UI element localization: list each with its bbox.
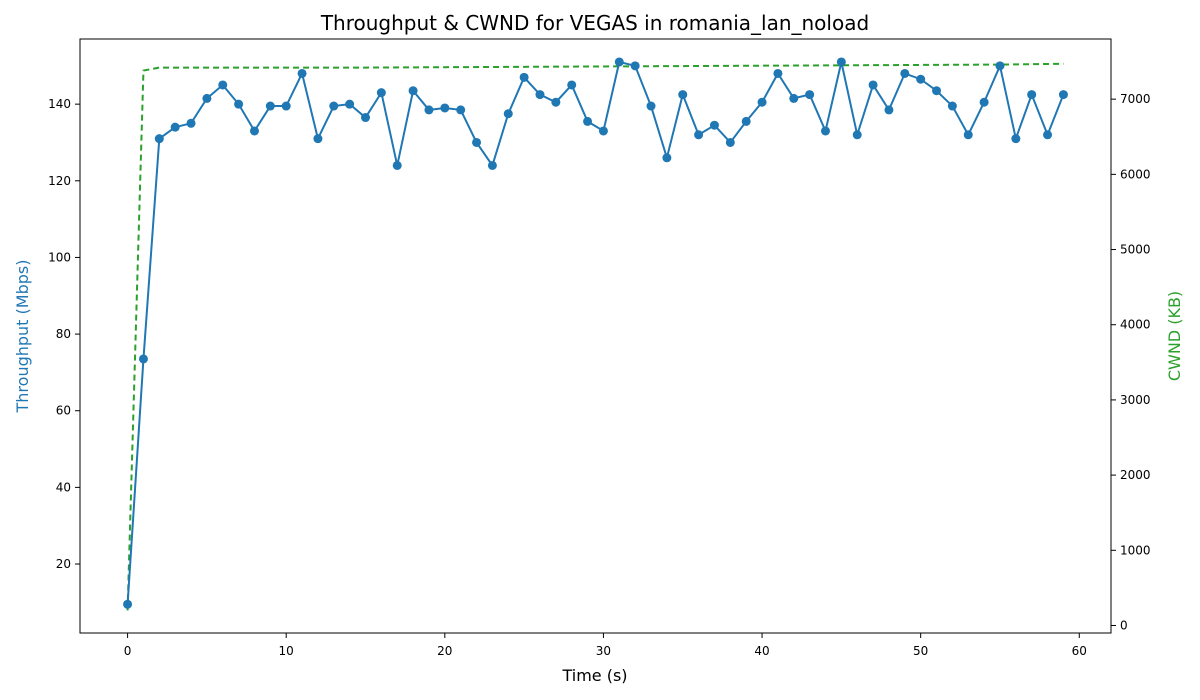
y-right-tick-label: 5000 <box>1120 243 1151 257</box>
throughput-point <box>551 97 561 107</box>
throughput-point <box>361 113 371 123</box>
throughput-point <box>519 72 529 82</box>
throughput-point <box>281 101 291 111</box>
throughput-point <box>249 126 259 136</box>
cwnd-series-layer <box>126 62 1064 611</box>
y-axis-right: 0 1000 2000 3000 4000 5000 6000 7000 <box>1111 92 1151 632</box>
y-right-tick-label: 1000 <box>1120 543 1151 557</box>
x-tick-label: 0 <box>124 644 132 658</box>
chart-title: Throughput & CWND for VEGAS in romania_l… <box>320 11 869 35</box>
x-tick-label: 40 <box>754 644 769 658</box>
throughput-point <box>567 80 577 90</box>
throughput-point <box>614 57 624 67</box>
throughput-point <box>345 99 355 109</box>
throughput-point <box>218 80 228 90</box>
throughput-point <box>392 160 402 170</box>
y-axis-left: 20 40 60 80 100 120 140 <box>48 97 80 571</box>
throughput-point <box>424 105 434 115</box>
throughput-point <box>1027 90 1037 100</box>
y-right-tick-label: 0 <box>1120 618 1128 632</box>
y-axis-right-label: CWND (KB) <box>1165 291 1184 381</box>
x-tick-label: 50 <box>913 644 928 658</box>
throughput-point <box>820 126 830 136</box>
x-tick-label: 30 <box>596 644 611 658</box>
throughput-point <box>535 90 545 100</box>
y-left-tick-label: 140 <box>48 97 71 111</box>
throughput-point <box>1043 130 1053 140</box>
throughput-point <box>773 68 783 78</box>
y-right-tick-label: 4000 <box>1120 318 1151 332</box>
throughput-point <box>836 57 846 67</box>
y-left-tick-label: 40 <box>56 480 71 494</box>
throughput-point <box>932 86 942 96</box>
y-right-tick-label: 6000 <box>1120 167 1151 181</box>
y-left-tick-label: 80 <box>56 327 71 341</box>
cwnd-series-line <box>126 62 1064 611</box>
throughput-point <box>598 126 608 136</box>
throughput-point <box>678 90 688 100</box>
throughput-series-line <box>126 60 1065 605</box>
throughput-point <box>1058 90 1068 100</box>
throughput-point <box>709 120 719 130</box>
throughput-point <box>947 101 957 111</box>
throughput-point <box>979 97 989 107</box>
throughput-point <box>1011 134 1021 144</box>
throughput-point <box>995 61 1005 71</box>
x-tick-label: 60 <box>1072 644 1087 658</box>
y-left-tick-label: 20 <box>56 557 71 571</box>
throughput-point <box>789 93 799 103</box>
throughput-point <box>662 153 672 163</box>
plot-frame <box>79 38 1112 634</box>
throughput-point <box>725 137 735 147</box>
x-axis: 0 10 20 30 40 50 60 <box>124 633 1087 658</box>
throughput-point <box>503 109 513 119</box>
y-right-tick-label: 2000 <box>1120 468 1151 482</box>
throughput-point <box>186 118 196 128</box>
throughput-point <box>757 97 767 107</box>
throughput-series-layer <box>123 57 1068 609</box>
throughput-point <box>694 130 704 140</box>
throughput-point <box>138 354 148 364</box>
throughput-point <box>630 61 640 71</box>
throughput-point <box>376 88 386 98</box>
throughput-point <box>234 99 244 109</box>
throughput-point <box>313 134 323 144</box>
throughput-point <box>440 103 450 113</box>
throughput-point <box>472 137 482 147</box>
throughput-point <box>963 130 973 140</box>
throughput-point <box>852 130 862 140</box>
throughput-point <box>583 116 593 126</box>
throughput-point <box>408 86 418 96</box>
x-tick-label: 20 <box>437 644 452 658</box>
throughput-point <box>884 105 894 115</box>
throughput-point <box>297 68 307 78</box>
x-tick-label: 10 <box>279 644 294 658</box>
throughput-point <box>868 80 878 90</box>
throughput-point <box>805 90 815 100</box>
throughput-point <box>265 101 275 111</box>
y-left-tick-label: 60 <box>56 404 71 418</box>
throughput-point <box>646 101 656 111</box>
y-axis-left-label: Throughput (Mbps) <box>13 260 32 414</box>
x-axis-label: Time (s) <box>561 666 627 685</box>
throughput-point <box>154 134 164 144</box>
throughput-point <box>456 105 466 115</box>
throughput-point <box>741 116 751 126</box>
throughput-point <box>900 68 910 78</box>
throughput-point <box>170 122 180 132</box>
throughput-point <box>123 599 133 609</box>
throughput-point <box>916 74 926 84</box>
y-right-tick-label: 3000 <box>1120 393 1151 407</box>
y-right-tick-label: 7000 <box>1120 92 1151 106</box>
y-left-tick-label: 120 <box>48 174 71 188</box>
y-left-tick-label: 100 <box>48 250 71 264</box>
throughput-point <box>487 160 497 170</box>
throughput-point <box>329 101 339 111</box>
throughput-point <box>202 93 212 103</box>
